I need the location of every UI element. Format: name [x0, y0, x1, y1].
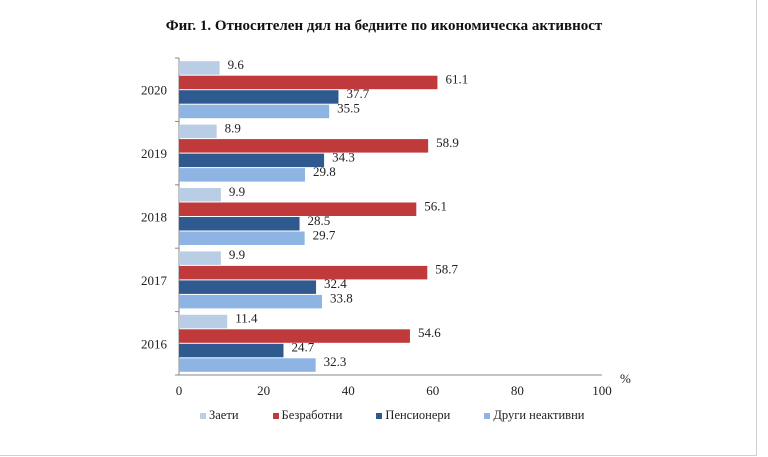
legend-swatch [272, 412, 279, 419]
data-label: 35.5 [337, 100, 360, 115]
y-category-label: 2017 [141, 273, 168, 288]
data-label: 61.1 [445, 71, 468, 86]
data-label: 29.8 [313, 164, 336, 179]
data-label: 32.3 [324, 354, 347, 369]
bar-Безработни [179, 202, 417, 216]
bar-Заети [179, 61, 220, 75]
y-category-label: 2016 [141, 336, 168, 351]
bar-Безработни [179, 75, 438, 90]
legend-label: Заети [209, 408, 239, 422]
x-tick-label: 40 [342, 383, 355, 398]
x-axis-unit: % [620, 371, 631, 386]
legend-item: Пенсионери [376, 408, 450, 423]
legend-item: Други неактивни [484, 408, 584, 423]
bar-Пенсионери [179, 90, 339, 104]
bar-Заети [179, 314, 228, 329]
y-category-label: 2020 [141, 83, 167, 98]
y-category-label: 2019 [141, 146, 167, 161]
data-label: 11.4 [235, 311, 258, 326]
bar-Пенсионери [179, 343, 284, 358]
data-label: 9.9 [229, 247, 245, 262]
data-label: 28.5 [308, 213, 331, 228]
data-label: 33.8 [330, 291, 353, 306]
y-category-label: 2018 [141, 210, 167, 225]
data-label: 29.7 [313, 227, 336, 242]
x-tick-label: 0 [176, 383, 183, 398]
data-label: 37.7 [346, 86, 369, 101]
legend-swatch [376, 412, 383, 419]
x-tick-label: 20 [257, 383, 270, 398]
bar-Безработни [179, 329, 410, 343]
legend: Заети Безработни Пенсионери Други неактивни [200, 408, 584, 423]
bar-Други неактивни [179, 358, 316, 372]
x-tick-label: 100 [592, 383, 612, 398]
chart-title: Фиг. 1. Относителен дял на бедните по ик… [165, 18, 603, 34]
legend-swatch [484, 412, 491, 419]
x-tick-label: 80 [511, 383, 524, 398]
data-label: 58.7 [435, 262, 458, 277]
legend-item: Заети [200, 408, 239, 423]
data-label: 58.9 [436, 135, 459, 150]
bar-Пенсионери [179, 217, 300, 231]
bar-Други неактивни [179, 231, 305, 245]
data-label: 9.9 [229, 184, 245, 199]
legend-label: Пенсионери [385, 408, 451, 422]
bar-Други неактивни [179, 294, 322, 309]
data-label: 9.6 [228, 57, 245, 72]
bar-Заети [179, 124, 217, 139]
legend-item: Безработни [272, 408, 343, 423]
bar-Други неактивни [179, 168, 306, 182]
bar-Безработни [179, 139, 429, 153]
data-label: 56.1 [424, 198, 447, 213]
bar-Пенсионери [179, 280, 317, 294]
legend-swatch [200, 412, 206, 419]
data-label: 34.3 [332, 149, 355, 164]
bar-Заети [179, 188, 221, 202]
data-label: 54.6 [418, 325, 441, 340]
bar-Безработни [179, 265, 428, 280]
bar-Пенсионери [179, 153, 325, 168]
legend-label: Други неактивни [493, 408, 585, 422]
data-label: 8.9 [225, 120, 241, 135]
legend-label: Безработни [281, 408, 343, 422]
x-tick-label: 60 [426, 383, 439, 398]
bar-Заети [179, 251, 221, 265]
data-label: 32.4 [324, 276, 347, 291]
bar-Други неактивни [179, 104, 330, 119]
data-label: 24.7 [291, 340, 314, 355]
